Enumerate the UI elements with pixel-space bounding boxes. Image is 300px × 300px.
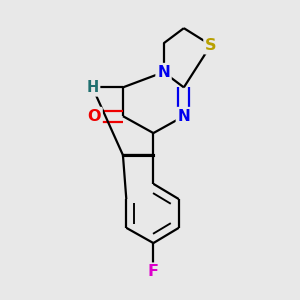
Text: H: H — [86, 80, 99, 95]
Text: N: N — [178, 109, 190, 124]
Text: O: O — [87, 109, 101, 124]
Text: F: F — [148, 264, 159, 279]
Text: S: S — [205, 38, 217, 52]
Text: N: N — [157, 65, 170, 80]
